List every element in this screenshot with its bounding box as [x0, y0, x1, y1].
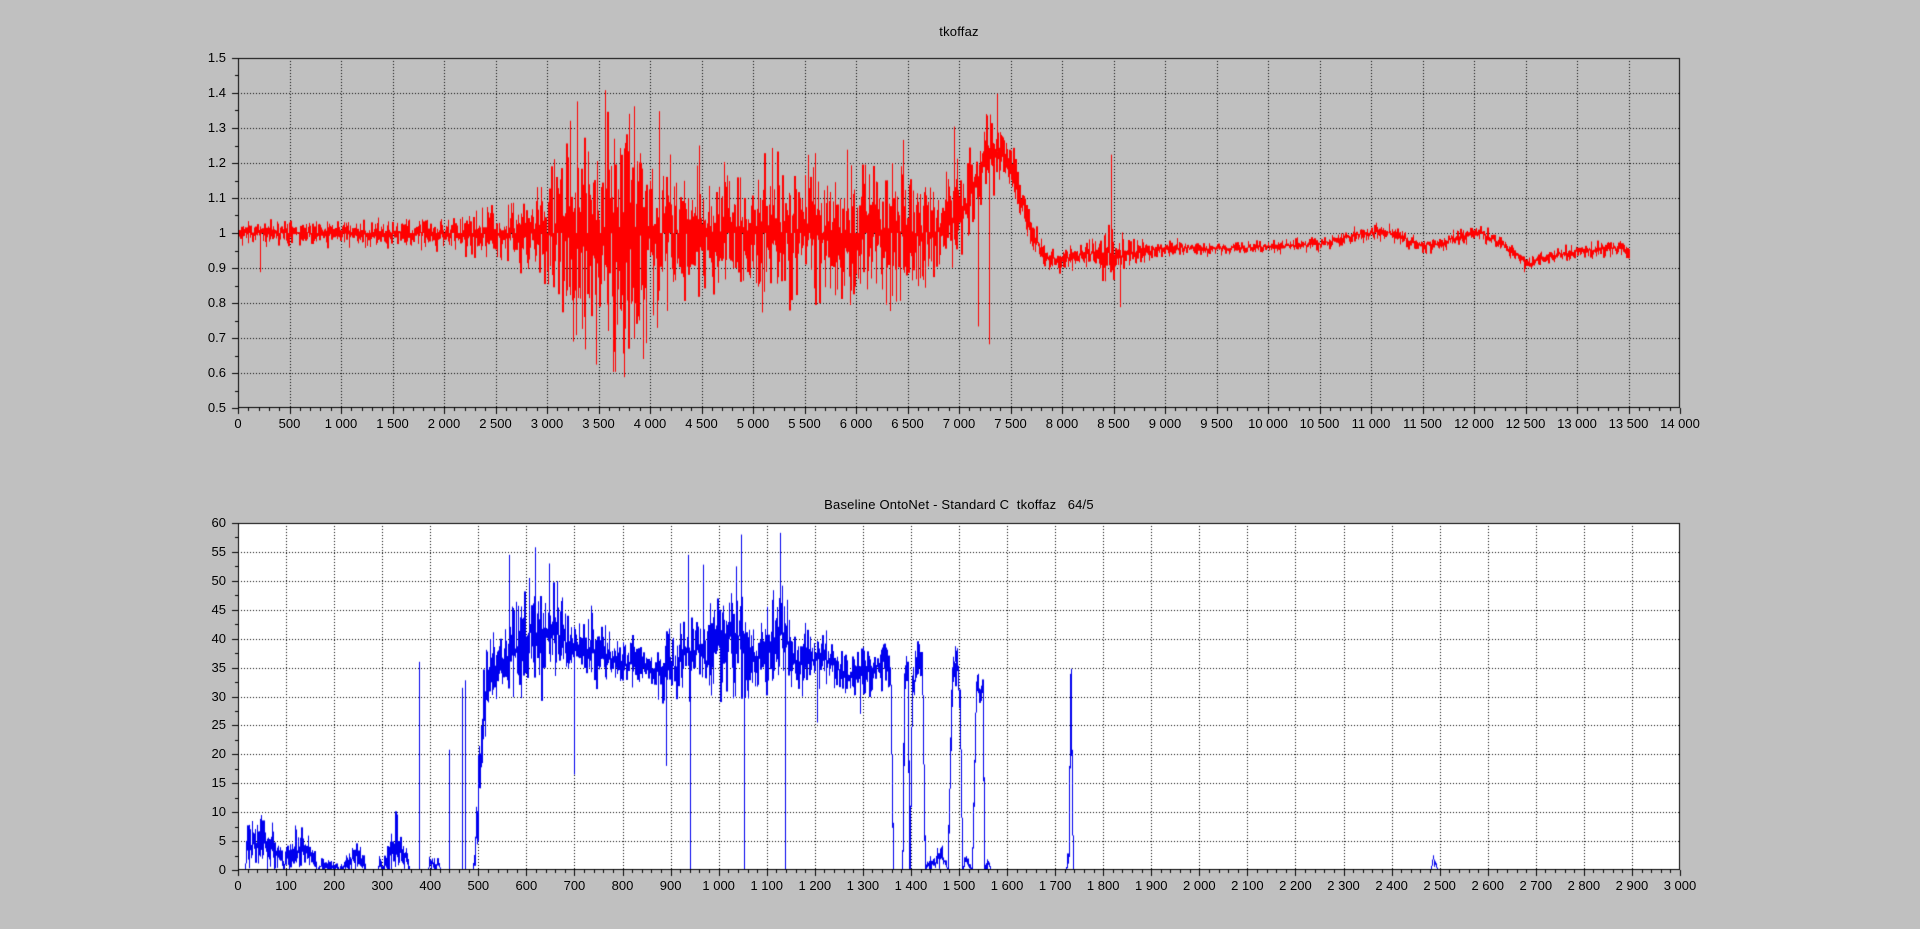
top-chart-x-tick-label: 12 000 — [1454, 416, 1494, 431]
bottom-chart-x-tick-label: 500 — [467, 878, 490, 893]
bottom-chart-y-tick-label: 35 — [211, 659, 226, 675]
bottom-chart-x-tick-label: 1 400 — [894, 878, 928, 893]
bottom-chart-x-tick-label: 1 600 — [990, 878, 1024, 893]
bottom-chart-x-tick-label: 1 000 — [702, 878, 735, 893]
top-chart-x-tick-label: 1 000 — [324, 416, 358, 431]
bottom-chart-x-tick-label: 2 000 — [1183, 878, 1216, 893]
top-chart-y-tick-label: 0.9 — [207, 260, 226, 275]
top-chart-x-tick-label: 5 000 — [736, 416, 770, 431]
top-chart-x-tick-label: 14 000 — [1660, 416, 1700, 431]
top-chart-x-tick-label: 7 500 — [994, 416, 1027, 431]
bottom-chart-x-tick-label: 800 — [611, 878, 634, 893]
top-chart-x-tick-label: 3 500 — [582, 416, 615, 431]
top-chart-x-tick-label: 6 000 — [839, 416, 873, 431]
bottom-chart-x-tick-label: 2 400 — [1375, 878, 1408, 893]
bottom-chart-x-tick-label: 2 900 — [1615, 878, 1649, 893]
top-chart-x-tick-label: 11 000 — [1351, 416, 1391, 431]
bottom-chart-y-tick-label: 15 — [211, 775, 226, 791]
top-chart-x-tick-label: 4 500 — [685, 416, 718, 431]
bottom-chart-y-tick-label: 30 — [211, 688, 226, 704]
bottom-chart-title: Baseline OntoNet - Standard C tkoffaz 64… — [824, 497, 1094, 512]
top-chart-x-tick-label: 13 500 — [1608, 416, 1649, 431]
bottom-chart-y-tick-label: 50 — [211, 572, 226, 588]
bottom-chart-y-tick-label: 60 — [211, 515, 226, 530]
bottom-chart-x-tick-label: 900 — [659, 878, 682, 893]
top-chart-x-tick-label: 5 500 — [788, 416, 821, 431]
top-chart-y-tick-label: 1.4 — [207, 85, 226, 100]
top-chart-x-tick-label: 9 000 — [1148, 416, 1182, 431]
bottom-chart-x-tick-label: 2 100 — [1231, 878, 1264, 893]
bottom-chart-x-tick-label: 1 100 — [750, 878, 783, 893]
top-chart-y-tick-label: 1.2 — [207, 155, 226, 170]
top-chart-x-tick-label: 4 000 — [633, 416, 667, 431]
bottom-chart-x-tick-label: 1 900 — [1134, 878, 1168, 893]
top-chart-x-tick-label: 11 500 — [1403, 416, 1442, 431]
top-chart-x-tick-label: 500 — [278, 416, 301, 431]
bottom-chart-x-tick-label: 2 500 — [1423, 878, 1456, 893]
bottom-chart-y-tick-label: 55 — [211, 543, 226, 559]
bottom-chart-x-tick-label: 2 700 — [1519, 878, 1553, 893]
bottom-chart-x-tick-label: 100 — [275, 878, 297, 893]
top-chart-x-tick-label: 10 500 — [1299, 416, 1340, 431]
top-chart-x-tick-label: 13 000 — [1557, 416, 1597, 431]
top-chart-x-tick-label: 2 000 — [427, 416, 461, 431]
bottom-chart-x-tick-label: 3 000 — [1663, 878, 1697, 893]
bottom-chart-y-tick-label: 45 — [211, 601, 226, 617]
top-chart-x-tick-label: 7 000 — [942, 416, 976, 431]
top-chart-title: tkoffaz — [939, 24, 979, 39]
top-chart-x-tick-label: 8 500 — [1097, 416, 1130, 431]
top-chart-x-tick-label: 2 500 — [479, 416, 512, 431]
bottom-chart-y-tick-label: 40 — [211, 630, 226, 646]
bottom-chart-y-tick-label: 20 — [211, 746, 226, 762]
bottom-chart-x-tick-label: 0 — [234, 878, 242, 893]
bottom-chart-x-tick-label: 2 200 — [1279, 878, 1312, 893]
bottom-chart-x-tick-label: 2 300 — [1327, 878, 1360, 893]
top-chart-x-tick-label: 6 500 — [891, 416, 924, 431]
top-chart-x-tick-label: 10 000 — [1248, 416, 1288, 431]
top-chart-x-tick-label: 12 500 — [1505, 416, 1546, 431]
top-chart-y-tick-label: 0.7 — [207, 330, 226, 345]
bottom-chart-x-tick-label: 1 700 — [1038, 878, 1072, 893]
top-chart-y-tick-label: 0.5 — [207, 400, 226, 415]
top-chart-y-tick-label: 0.8 — [207, 295, 226, 310]
bottom-chart-y-tick-label: 25 — [211, 717, 226, 733]
top-chart-y-tick-label: 1.3 — [207, 120, 226, 135]
bottom-chart-x-tick-label: 400 — [419, 878, 442, 893]
bottom-chart-x-tick-label: 2 800 — [1567, 878, 1601, 893]
bottom-chart-y-tick-label: 10 — [211, 804, 226, 820]
bottom-chart-x-tick-label: 1 200 — [798, 878, 832, 893]
bottom-chart-x-tick-label: 2 600 — [1471, 878, 1504, 893]
bottom-chart-x-tick-label: 1 800 — [1086, 878, 1120, 893]
bottom-chart-x-tick-label: 600 — [515, 878, 538, 893]
top-chart-x-tick-label: 3 000 — [530, 416, 564, 431]
bottom-chart-x-tick-label: 300 — [371, 878, 394, 893]
top-chart-x-tick-label: 1 500 — [376, 416, 409, 431]
bottom-chart-x-tick-label: 1 300 — [846, 878, 880, 893]
top-chart-y-tick-label: 1 — [218, 225, 226, 240]
top-chart-x-tick-label: 0 — [234, 416, 242, 431]
top-chart-y-tick-label: 0.6 — [207, 365, 226, 380]
bottom-chart-x-tick-label: 200 — [323, 878, 345, 893]
top-chart-y-tick-label: 1.5 — [207, 50, 226, 65]
top-chart-y-tick-label: 1.1 — [207, 190, 226, 205]
bottom-chart-x-tick-label: 700 — [563, 878, 586, 893]
bottom-chart-x-tick-label: 1 500 — [942, 878, 976, 893]
top-chart-x-tick-label: 9 500 — [1200, 416, 1233, 431]
top-chart-x-tick-label: 8 000 — [1045, 416, 1079, 431]
bottom-chart-y-tick-label: 5 — [218, 833, 226, 849]
bottom-chart-y-tick-label: 0 — [218, 862, 226, 877]
